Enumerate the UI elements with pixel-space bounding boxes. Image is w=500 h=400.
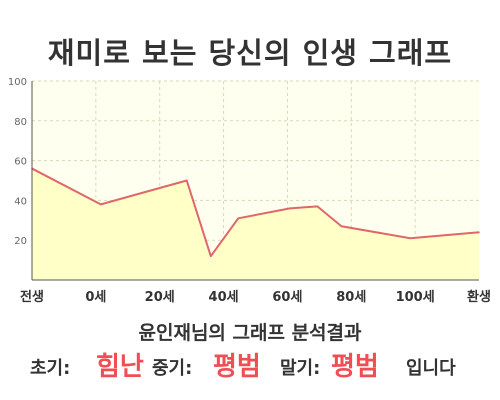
y-tick-label: 60: [14, 157, 27, 168]
x-tick-label: 0세: [85, 290, 106, 305]
late-label: 말기:: [280, 358, 321, 379]
chart-title: 재미로 보는 당신의 인생 그래프: [47, 36, 453, 70]
data-point: [478, 231, 480, 234]
x-tick-label: 40세: [209, 290, 239, 305]
early-label: 초기:: [30, 358, 71, 379]
early-value: 힘난: [96, 352, 144, 382]
x-tick-label: 60세: [272, 290, 302, 305]
data-point: [340, 225, 343, 228]
series-line: [31, 167, 480, 258]
data-point: [210, 255, 212, 257]
y-tick-label: 20: [14, 236, 27, 247]
series-area: [32, 168, 479, 280]
x-tick-label: 100세: [396, 290, 435, 305]
data-point: [289, 207, 291, 210]
y-tick-label: 100: [8, 77, 27, 88]
y-tick-label: 40: [14, 196, 27, 207]
x-tick-label: 20세: [145, 290, 175, 305]
x-tick-label: 전생: [20, 289, 44, 305]
data-point: [316, 205, 319, 208]
data-point: [185, 179, 188, 182]
late-value: 평범: [331, 352, 379, 382]
analysis-result: 초기: 힘난 중기: 평범 말기: 평범 입니다: [0, 346, 500, 382]
analysis-title: 윤인재님의 그래프 분석결과: [138, 322, 362, 344]
y-tick-label: 80: [14, 117, 27, 128]
middle-label: 중기:: [152, 358, 193, 379]
x-tick-label: 80세: [336, 290, 366, 305]
data-point: [99, 203, 102, 206]
data-point: [237, 217, 240, 220]
result-suffix: 입니다: [406, 358, 456, 379]
middle-value: 평범: [213, 352, 261, 382]
x-tick-label: 환생: [467, 289, 491, 305]
data-point: [409, 237, 412, 240]
